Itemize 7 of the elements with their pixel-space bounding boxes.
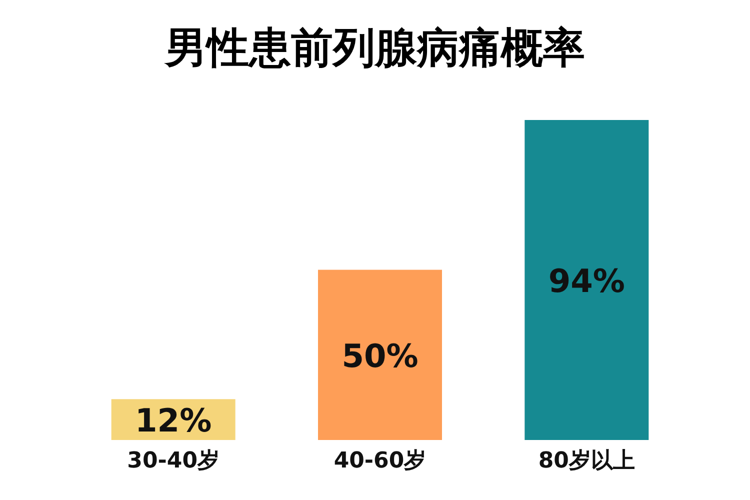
x-tick-label: 80岁以上 bbox=[538, 448, 635, 474]
data-label: 12% bbox=[135, 402, 212, 440]
chart-title: 男性患前列腺病痛概率 bbox=[163, 23, 585, 72]
data-label: 94% bbox=[548, 262, 625, 300]
x-tick-label: 40-60岁 bbox=[334, 448, 426, 474]
data-label: 50% bbox=[342, 336, 418, 375]
x-tick-label: 30-40岁 bbox=[127, 448, 220, 474]
